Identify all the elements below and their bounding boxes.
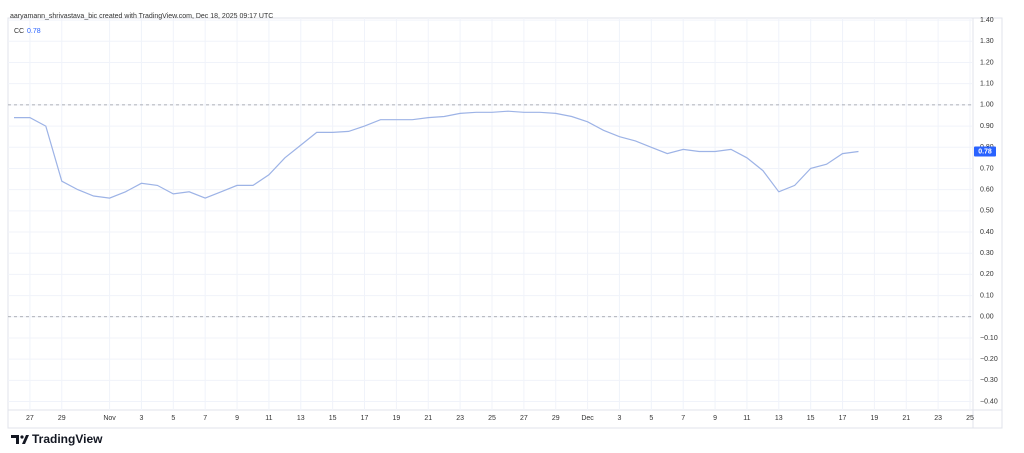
- y-tick-label: 1.10: [980, 81, 994, 88]
- y-tick-label: 1.40: [980, 17, 994, 24]
- logo-icon: [11, 435, 29, 444]
- y-tick-label: 0.70: [980, 165, 994, 172]
- x-tick-label: 17: [361, 415, 369, 422]
- y-tick-label: 0.60: [980, 186, 994, 193]
- x-tick-label: 15: [807, 415, 815, 422]
- x-tick-label: 13: [297, 415, 305, 422]
- last-value-box: [974, 146, 996, 157]
- logo-dot: [20, 435, 24, 439]
- x-tick-label: 19: [392, 415, 400, 422]
- x-tick-label: 5: [171, 415, 175, 422]
- last-value-label: 0.78: [978, 148, 992, 155]
- x-tick-label: 7: [681, 415, 685, 422]
- y-tick-label: 0.30: [980, 250, 994, 257]
- x-tick-label: 21: [424, 415, 432, 422]
- x-tick-label: 21: [902, 415, 910, 422]
- x-tick-label: 23: [456, 415, 464, 422]
- x-tick-label: Dec: [581, 415, 594, 422]
- x-tick-label: 7: [203, 415, 207, 422]
- brand-name: TradingView: [32, 432, 103, 446]
- x-tick-label: 13: [775, 415, 783, 422]
- y-tick-label: 0.40: [980, 229, 994, 236]
- x-tick-label: 3: [139, 415, 143, 422]
- series-line: [14, 110, 859, 199]
- y-tick-label: −0.10: [980, 335, 998, 342]
- x-tick-label: 3: [618, 415, 622, 422]
- x-tick-label: Nov: [103, 415, 116, 422]
- plot: [14, 110, 859, 199]
- x-tick-label: 9: [713, 415, 717, 422]
- chart-frame: [7, 17, 1003, 429]
- x-tick-label: 19: [871, 415, 879, 422]
- legend-name: CC: [14, 28, 24, 35]
- legend-value: 0.78: [27, 28, 41, 35]
- x-tick-label: 25: [488, 415, 496, 422]
- x-tick-label: 5: [649, 415, 653, 422]
- attribution: aaryamann_shrivastava_bic created with T…: [10, 13, 273, 20]
- y-tick-label: 0.50: [980, 208, 994, 215]
- y-tick-label: 0.20: [980, 271, 994, 278]
- x-tick-label: 9: [235, 415, 239, 422]
- y-tick-label: −0.20: [980, 356, 998, 363]
- x-tick-label: 15: [329, 415, 337, 422]
- y-tick-label: 0.90: [980, 123, 994, 130]
- brand-logo: TradingView: [11, 432, 103, 446]
- grid: [8, 18, 972, 410]
- x-tick-label: 17: [839, 415, 847, 422]
- x-tick-label: 29: [58, 415, 66, 422]
- x-tick-label: 11: [265, 415, 272, 422]
- x-tick-label: 29: [552, 415, 560, 422]
- x-tick-label: 23: [934, 415, 942, 422]
- y-tick-label: 0.00: [980, 314, 994, 321]
- y-tick-label: −0.40: [980, 398, 998, 405]
- x-tick-label: 25: [966, 415, 974, 422]
- x-tick-label: 27: [26, 415, 34, 422]
- y-tick-label: 1.30: [980, 38, 994, 45]
- y-tick-label: 0.10: [980, 292, 994, 299]
- y-tick-label: −0.30: [980, 377, 998, 384]
- y-tick-label: 1.20: [980, 59, 994, 66]
- x-tick-label: 27: [520, 415, 528, 422]
- y-tick-label: 1.00: [980, 102, 994, 109]
- x-tick-label: 11: [743, 415, 750, 422]
